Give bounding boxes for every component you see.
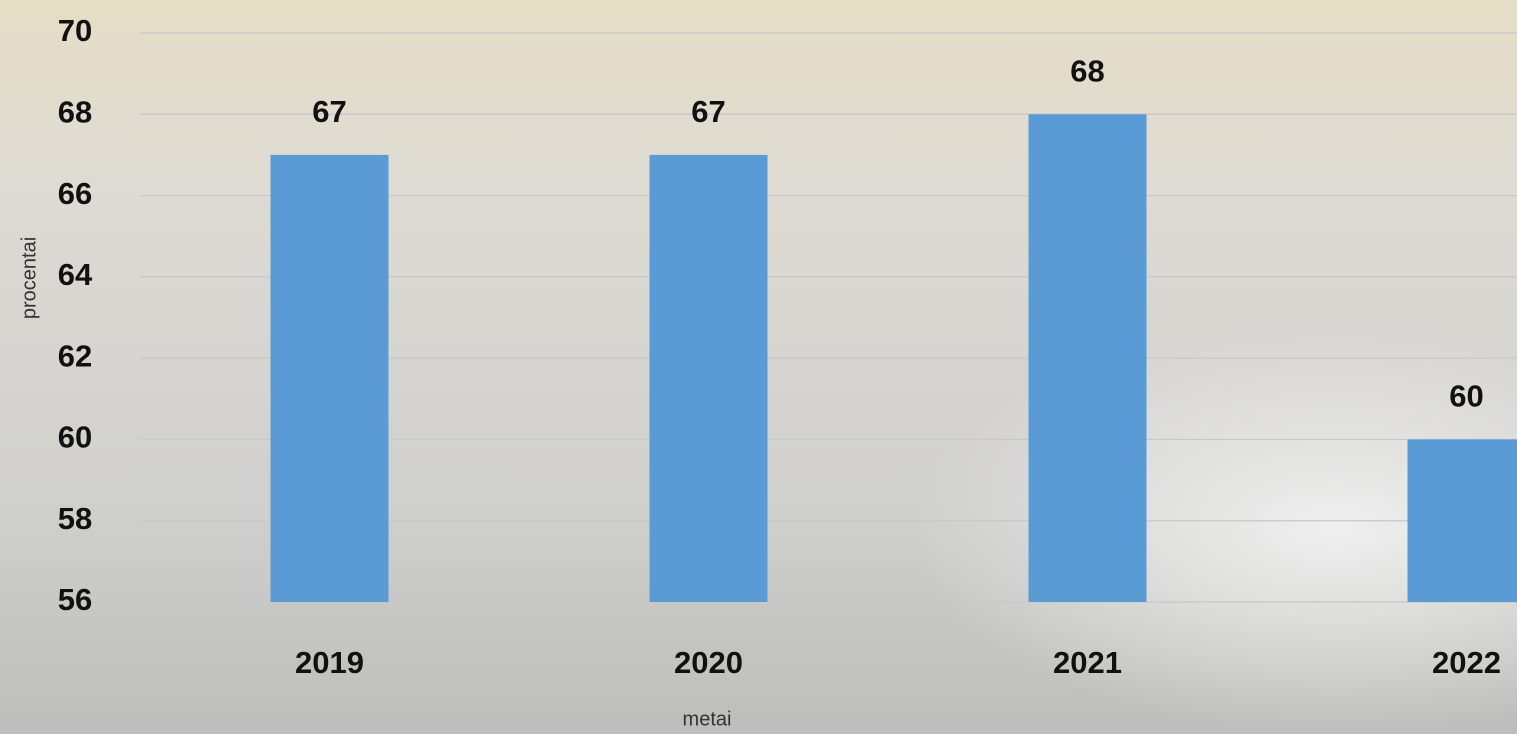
x-tick-label: 2021 [1053,645,1122,680]
y-tick-label: 66 [58,176,92,211]
bar [1407,439,1517,602]
bar [1028,114,1147,603]
y-tick-label: 58 [58,501,92,536]
y-tick-label: 56 [58,582,92,617]
data-label: 68 [1070,53,1104,88]
data-label: 60 [1449,379,1483,414]
x-axis-title: metai [683,708,732,730]
x-tick-label: 2022 [1432,645,1501,680]
bar [649,154,768,602]
y-axis-title: procentai [18,237,40,319]
data-label: 67 [691,94,725,129]
y-tick-label: 60 [58,420,92,455]
y-tick-label: 70 [58,13,92,48]
bar [270,154,389,602]
y-tick-label: 64 [58,257,93,292]
y-tick-label: 62 [58,338,92,373]
y-tick-label: 68 [58,94,92,129]
x-tick-label: 2020 [674,645,743,680]
data-label: 67 [312,94,346,129]
x-tick-label: 2019 [295,645,364,680]
